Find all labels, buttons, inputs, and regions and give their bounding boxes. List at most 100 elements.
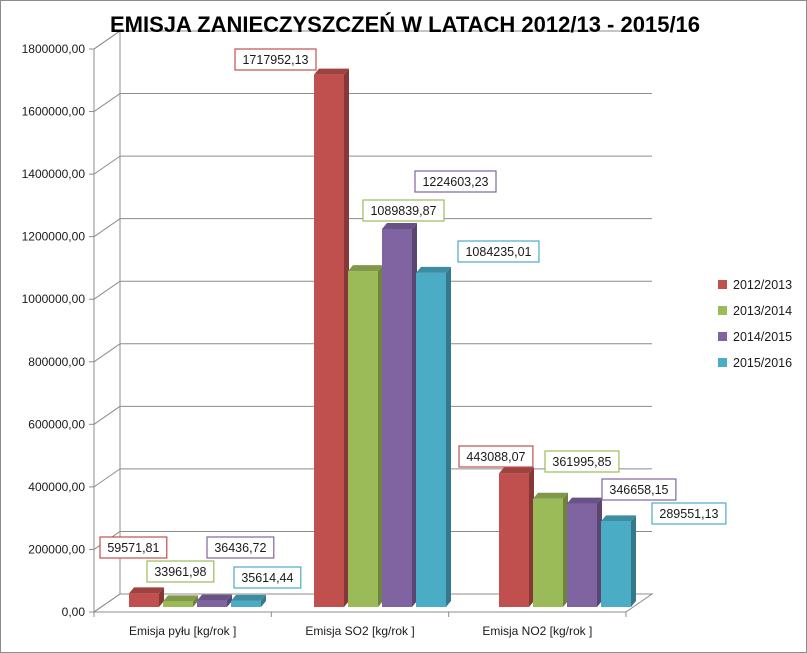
bar-top	[416, 266, 451, 273]
bar	[499, 467, 534, 607]
bar-front	[567, 503, 597, 607]
bars	[129, 68, 636, 608]
y-tick-label: 1000000,00	[22, 292, 86, 306]
bar-side	[378, 265, 383, 607]
gridline-diagonal	[93, 468, 121, 488]
data-label-text: 361995,85	[552, 455, 611, 469]
bar-top	[601, 515, 636, 522]
legend-label: 2012/2013	[733, 278, 792, 292]
legend-label: 2015/2016	[733, 356, 792, 370]
data-label-box	[99, 536, 168, 559]
data-label-text: 59571,81	[107, 541, 159, 555]
bar-front	[416, 272, 446, 607]
gridline-diagonal	[93, 218, 121, 238]
bar-top	[567, 497, 602, 504]
gridline-diagonal	[93, 93, 121, 112]
data-label-text: 289551,13	[659, 507, 718, 521]
legend-item: 2015/2016	[718, 356, 792, 370]
legend-swatch	[718, 306, 727, 315]
data-label-text: 1717952,13	[242, 53, 308, 67]
data-label: 361995,85	[544, 450, 620, 473]
data-label-text: 1084235,01	[465, 245, 531, 259]
bar	[601, 515, 636, 607]
chart-title: EMISJA ZANIECZYSZCZEŃ W LATACH 2012/13 -…	[110, 12, 700, 37]
bar-side	[193, 595, 198, 607]
bar-side	[227, 594, 232, 607]
data-label: 33961,98	[146, 560, 215, 583]
data-label-text: 33961,98	[154, 565, 206, 579]
bar-top	[382, 222, 417, 229]
data-label-box	[233, 566, 302, 589]
y-tick-label: 1400000,00	[22, 167, 86, 181]
bar	[314, 68, 349, 608]
y-tick-label: 800000,00	[28, 355, 85, 369]
bar	[348, 265, 383, 607]
legend-label: 2014/2015	[733, 330, 792, 344]
data-label-box	[457, 240, 540, 263]
y-tick-label: 1600000,00	[22, 105, 86, 119]
bar	[416, 266, 451, 607]
bar-side	[412, 222, 417, 608]
bar-top	[231, 594, 266, 601]
gridline-diagonal	[93, 593, 121, 613]
data-label-text: 443088,07	[466, 450, 525, 464]
side-wall	[93, 30, 121, 613]
x-tick-label: Emisja SO2 [kg/rok ]	[305, 624, 414, 638]
y-tick-label: 400000,00	[28, 480, 85, 494]
data-label: 1089839,87	[362, 199, 445, 222]
gridline-diagonal	[93, 280, 121, 300]
data-labels: 59571,81 33961,98 36436,72 35614,44 1717952,…	[99, 48, 727, 589]
bar-side	[261, 594, 266, 607]
bar-front	[197, 600, 227, 607]
data-label: 289551,13	[651, 502, 727, 525]
legend-swatch	[718, 358, 727, 367]
legend: 2012/2013 2013/2014 2014/2015 2015/2016	[718, 278, 792, 370]
x-axis: Emisja pyłu [kg/rok ] Emisja SO2 [kg/rok …	[93, 611, 627, 638]
bar-top	[197, 594, 232, 601]
legend-item: 2014/2015	[718, 330, 792, 344]
bar	[197, 594, 232, 607]
bar	[129, 587, 164, 607]
bar	[163, 595, 198, 607]
gridline-diagonal	[93, 405, 121, 425]
bar-front	[533, 498, 563, 607]
bar-top	[314, 68, 349, 75]
data-label-box	[651, 502, 727, 525]
x-tick-label: Emisja NO2 [kg/rok ]	[482, 624, 592, 638]
y-tick-label: 600000,00	[28, 417, 85, 431]
data-label-box	[206, 536, 275, 559]
data-label: 36436,72	[206, 536, 275, 559]
gridline-diagonal	[93, 30, 121, 50]
bar-front	[163, 601, 193, 607]
bar-top	[348, 265, 383, 272]
bar-side	[344, 68, 349, 608]
bar-front	[129, 593, 159, 607]
legend-swatch	[718, 280, 727, 289]
bar-top	[533, 492, 568, 499]
bar-side	[159, 587, 164, 607]
data-label: 443088,07	[458, 445, 534, 468]
bar	[567, 497, 602, 607]
data-label-box	[234, 48, 317, 71]
y-tick-label: 1200000,00	[22, 230, 86, 244]
data-label: 1717952,13	[234, 48, 317, 71]
y-tick-label: 1800000,00	[22, 42, 86, 56]
bar	[231, 594, 266, 607]
legend-item: 2012/2013	[718, 278, 792, 292]
data-label: 35614,44	[233, 566, 302, 589]
legend-label: 2013/2014	[733, 304, 792, 318]
y-tick-label: 200000,00	[28, 542, 85, 556]
data-label: 346658,15	[601, 478, 677, 501]
legend-item: 2013/2014	[718, 304, 792, 318]
bar-top	[499, 467, 534, 474]
data-label-box	[414, 170, 497, 193]
bar-front	[499, 473, 529, 607]
bar-front	[231, 600, 261, 607]
bar-side	[446, 266, 451, 607]
data-label-box	[544, 450, 620, 473]
bar-front	[348, 271, 378, 607]
data-label-box	[362, 199, 445, 222]
legend-swatch	[718, 332, 727, 341]
